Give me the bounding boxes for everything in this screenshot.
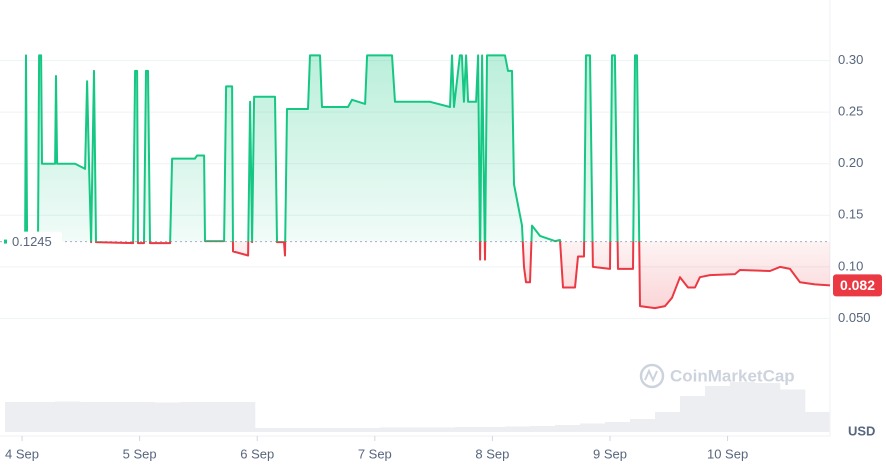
x-tick-label: 5 Sep bbox=[123, 446, 157, 461]
volume-bar bbox=[730, 382, 756, 432]
volume-bar bbox=[230, 402, 256, 432]
volume-bar bbox=[805, 412, 831, 432]
price-line bbox=[24, 54, 831, 310]
volume-bar bbox=[655, 412, 681, 432]
volume-bar bbox=[505, 426, 531, 432]
reference-label-bg bbox=[6, 231, 62, 252]
reference-label: 0.1245 bbox=[12, 234, 52, 249]
volume-bar bbox=[780, 389, 806, 432]
volume-bar bbox=[580, 423, 606, 432]
volume-bar bbox=[355, 428, 381, 432]
x-tick-label: 4 Sep bbox=[5, 446, 39, 461]
volume-bar bbox=[705, 386, 731, 432]
y-tick-label: 0.15 bbox=[838, 207, 863, 222]
volume-bar bbox=[455, 427, 481, 432]
volume-bar bbox=[305, 428, 331, 432]
volume-bar bbox=[30, 402, 56, 432]
volume-bar bbox=[280, 428, 306, 432]
volume-bar bbox=[380, 427, 406, 432]
last-value-label: 0.082 bbox=[840, 277, 875, 293]
last-value-badge bbox=[833, 274, 882, 297]
watermark: CoinMarketCap bbox=[639, 363, 795, 389]
volume-bar bbox=[80, 402, 106, 432]
reference-dot bbox=[4, 239, 7, 244]
y-tick-label: 0.20 bbox=[838, 155, 863, 170]
volume-bar bbox=[5, 402, 31, 432]
volume-bar bbox=[130, 402, 156, 432]
volume-bar bbox=[105, 402, 131, 432]
volume-bar bbox=[55, 401, 81, 432]
x-tick-label: 10 Sep bbox=[707, 446, 748, 461]
y-tick-label: 0.10 bbox=[838, 258, 863, 273]
volume-bar bbox=[605, 422, 631, 432]
volume-bar bbox=[405, 427, 431, 432]
volume-bar bbox=[630, 419, 656, 432]
volume-bar bbox=[255, 428, 281, 432]
x-tick-label: 8 Sep bbox=[475, 446, 509, 461]
volume-bar bbox=[480, 427, 506, 432]
volume-bar bbox=[330, 428, 356, 432]
volume-bar bbox=[530, 426, 556, 432]
volume-bar bbox=[555, 425, 581, 432]
volume-bar bbox=[155, 402, 181, 432]
watermark-text: CoinMarketCap bbox=[670, 366, 795, 385]
volume-bar bbox=[180, 402, 206, 432]
x-tick-label: 6 Sep bbox=[240, 446, 274, 461]
y-tick-label: 0.050 bbox=[838, 310, 871, 325]
volume-bar bbox=[680, 396, 706, 432]
y-tick-label: 0.30 bbox=[838, 52, 863, 67]
x-tick-label: 7 Sep bbox=[358, 446, 392, 461]
currency: USD bbox=[848, 423, 875, 438]
volume-bar bbox=[430, 427, 456, 432]
volume-bar bbox=[205, 402, 231, 432]
y-tick-label: 0.25 bbox=[838, 104, 863, 119]
x-tick-label: 9 Sep bbox=[593, 446, 627, 461]
volume-bar bbox=[755, 383, 781, 432]
